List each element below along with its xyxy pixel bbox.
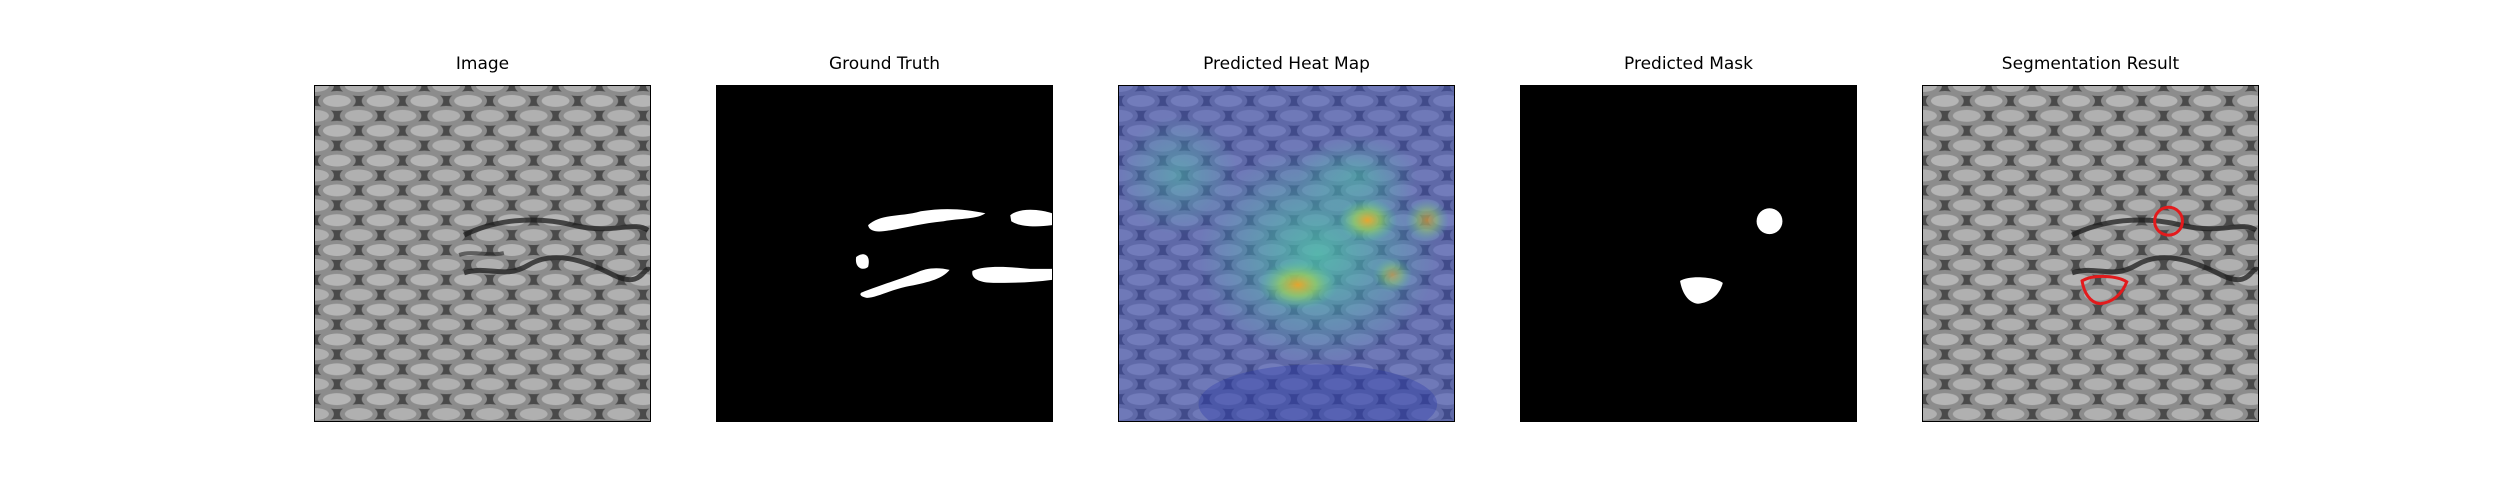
texture-image [314,85,651,422]
defect-contour [2080,274,2129,306]
panel-title: Segmentation Result [2001,54,2180,74]
panel-ground-truth: Ground Truth [716,54,1053,429]
panel-image: Image [314,54,651,429]
contour-overlay [1922,85,2259,422]
heat-map-overlay [1118,85,1455,422]
ground-truth-mask [716,85,1053,422]
panel-title: Ground Truth [828,54,941,74]
panel-title: Predicted Heat Map [1203,54,1370,74]
panel-title: Image [455,54,510,74]
panel-predicted-mask: Predicted Mask [1520,54,1857,429]
predicted-mask [1520,85,1857,422]
panel-segmentation-result: Segmentation Result [1922,54,2259,429]
defect-contour [2153,205,2184,237]
panel-title: Predicted Mask [1624,54,1753,74]
panel-predicted-heat-map: Predicted Heat Map [1118,54,1455,429]
